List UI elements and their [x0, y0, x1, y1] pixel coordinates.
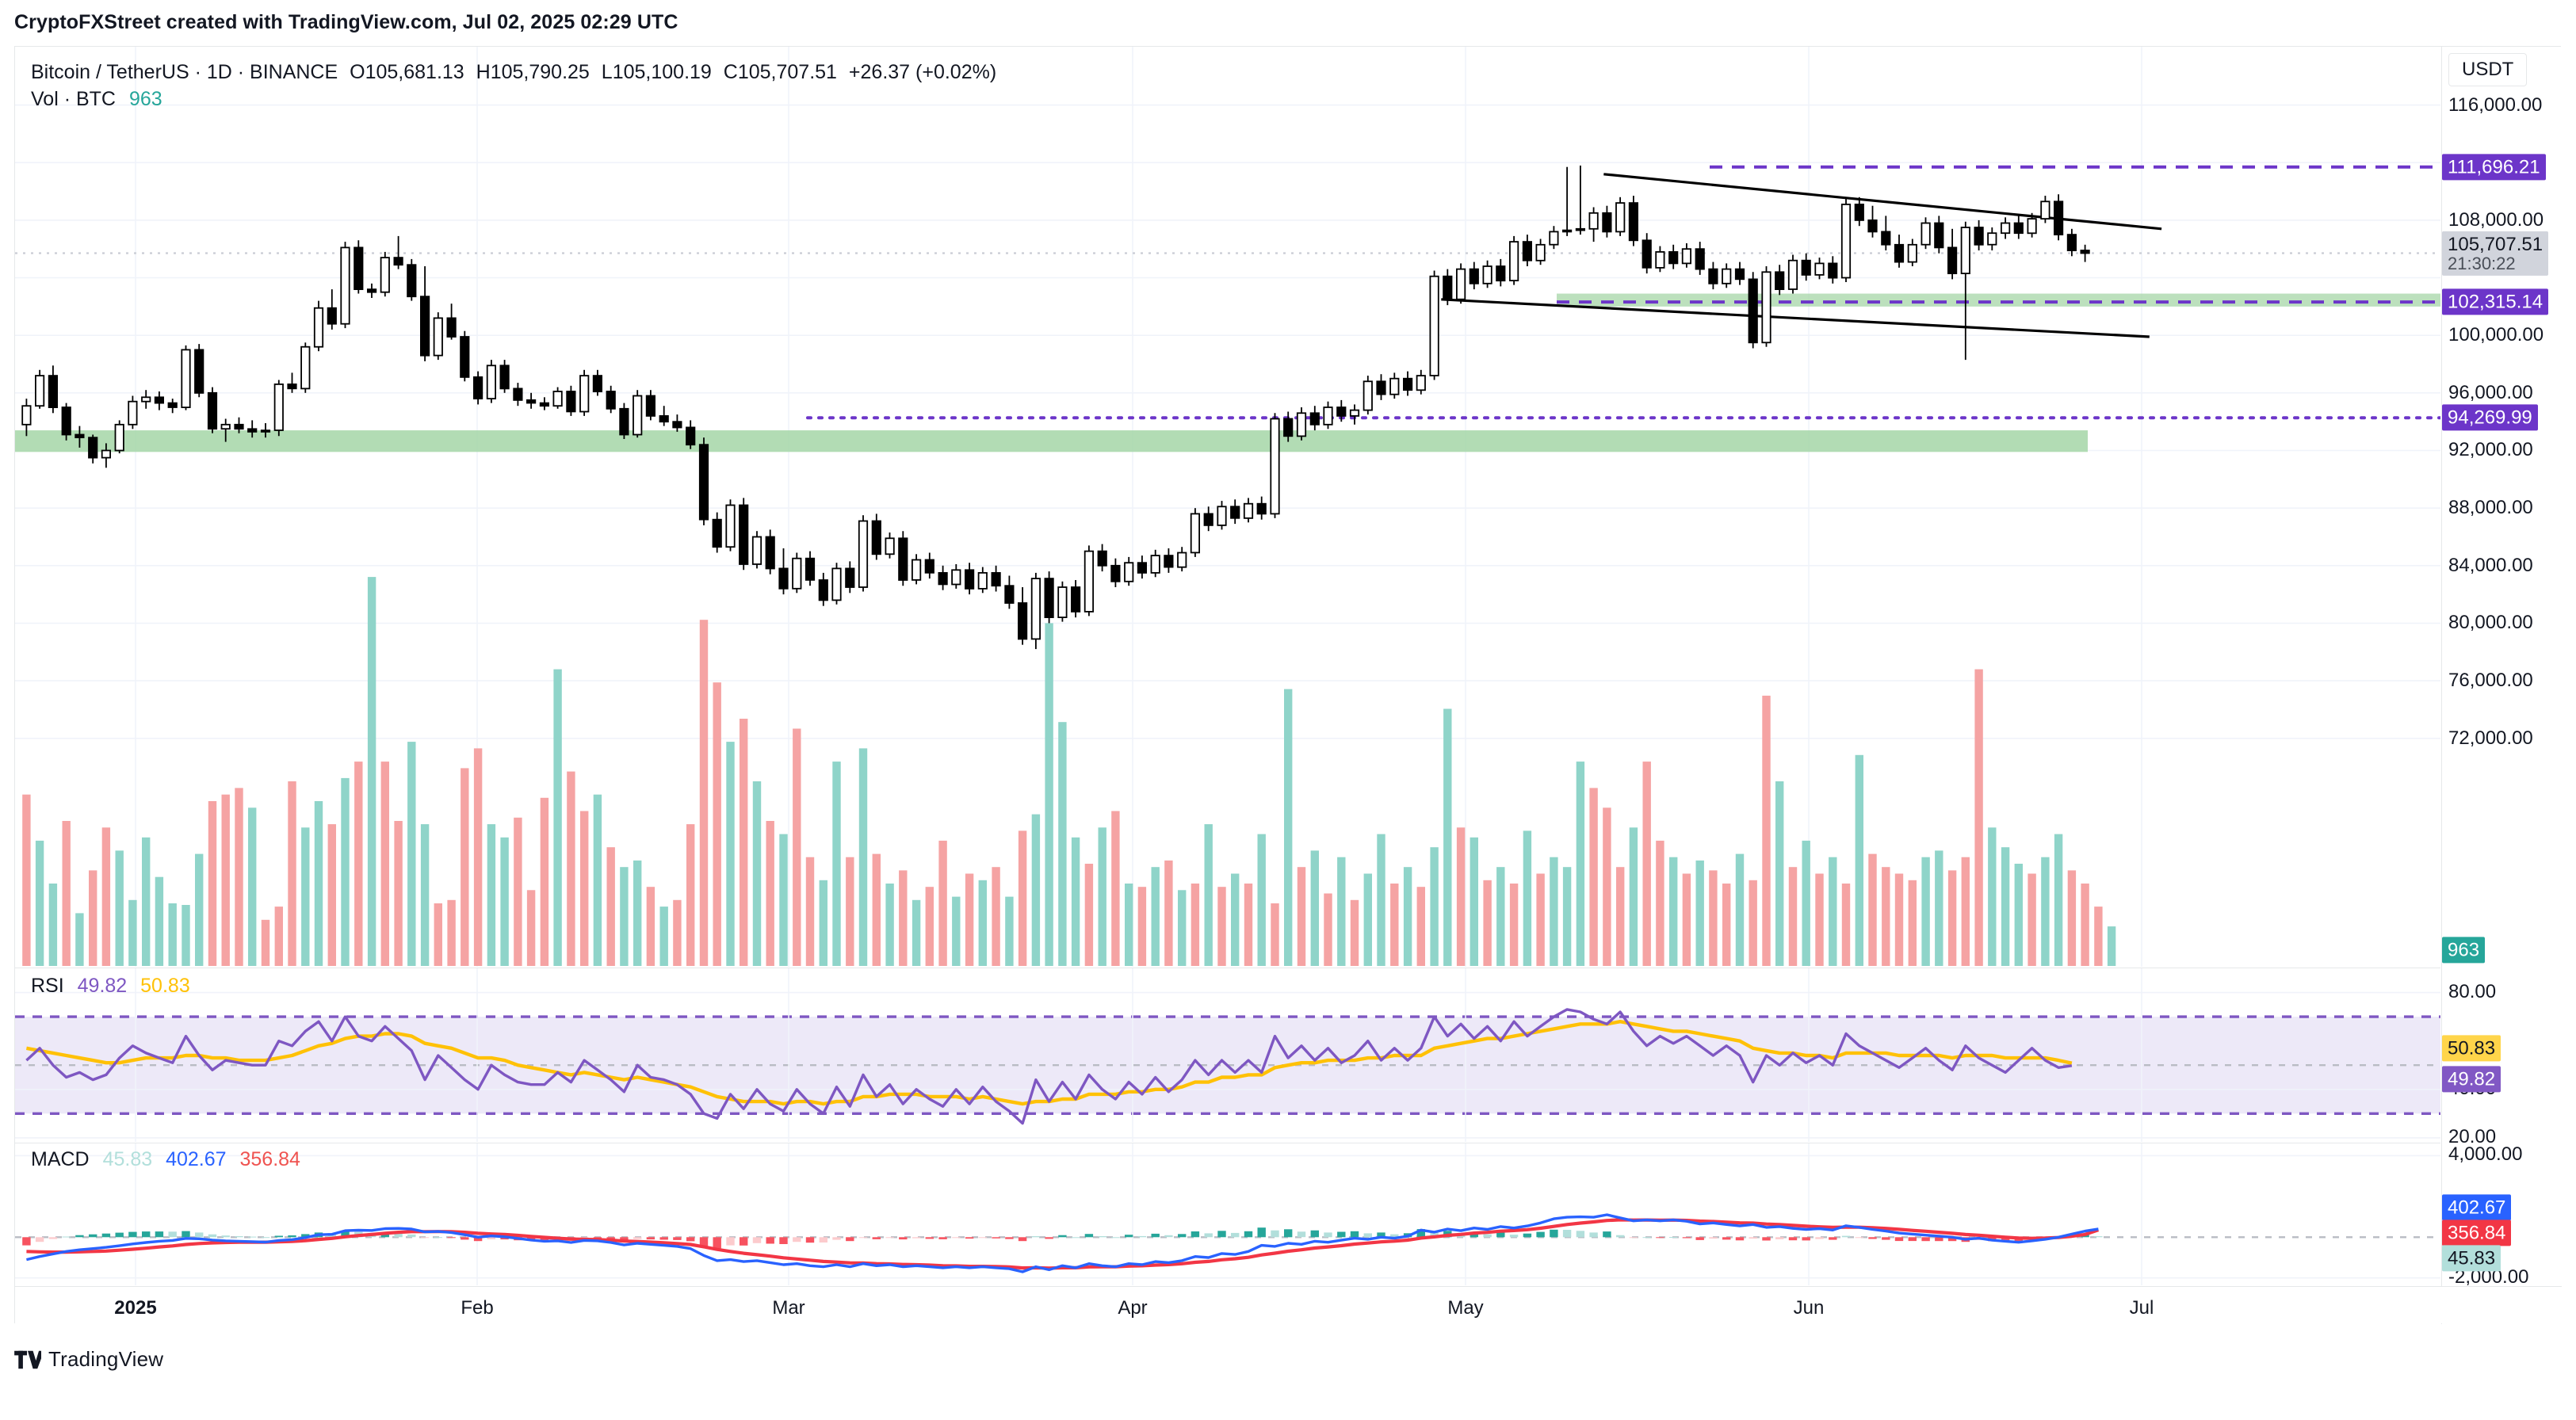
tradingview-logo-icon — [14, 1350, 41, 1368]
macd-value-badge[interactable]: 356.84 — [2442, 1220, 2512, 1246]
price-pane[interactable]: Bitcoin / TetherUS · 1D · BINANCE O105,6… — [15, 47, 2440, 967]
volume-badge[interactable]: 963 — [2442, 937, 2486, 964]
price-level-badge[interactable]: 94,269.99 — [2442, 404, 2538, 431]
macd-value-badge[interactable]: 402.67 — [2442, 1194, 2512, 1221]
macd-value-badge[interactable]: 45.83 — [2442, 1245, 2501, 1272]
price-axis-tick: 72,000.00 — [2448, 727, 2533, 749]
macd-plot[interactable] — [15, 1143, 2440, 1285]
time-axis-tick: 2025 — [114, 1297, 157, 1319]
rsi-pane[interactable]: RSI 49.82 50.83 — [15, 968, 2440, 1142]
price-axis-tick: 88,000.00 — [2448, 497, 2533, 519]
last-price-badge[interactable]: 105,707.51 21:30:22 — [2442, 231, 2549, 276]
price-axis-tick: 80,000.00 — [2448, 612, 2533, 634]
price-level-value: 105,707.51 — [2448, 233, 2544, 255]
attribution-text: CryptoFXStreet created with TradingView.… — [14, 11, 678, 33]
price-axis-tick: 84,000.00 — [2448, 554, 2533, 576]
time-axis-tick: Jul — [2129, 1297, 2154, 1319]
price-axis-tick: 108,000.00 — [2448, 208, 2544, 231]
price-axis[interactable]: USDT 116,000.00 108,000.00 100,000.00 96,00… — [2441, 47, 2562, 1324]
rsi-value-badge[interactable]: 49.82 — [2442, 1066, 2501, 1093]
rsi-axis-tick: 20.00 — [2448, 1125, 2497, 1147]
price-level-value: 94,269.99 — [2448, 407, 2532, 429]
rsi-axis-tick: 80.00 — [2448, 980, 2497, 1002]
currency-label: USDT — [2448, 53, 2528, 86]
price-axis-tick: 100,000.00 — [2448, 324, 2544, 346]
price-axis-tick: 76,000.00 — [2448, 670, 2533, 692]
macd-axis-tick: 4,000.00 — [2448, 1143, 2523, 1166]
chart-frame: Bitcoin / TetherUS · 1D · BINANCE O105,6… — [14, 46, 2562, 1324]
price-axis-tick: 96,000.00 — [2448, 381, 2533, 403]
time-axis-tick: Mar — [772, 1297, 805, 1319]
rsi-plot[interactable] — [15, 968, 2440, 1142]
price-level-badge[interactable]: 111,696.21 — [2442, 154, 2546, 181]
price-axis-tick: 116,000.00 — [2448, 94, 2543, 116]
tradingview-wordmark: TradingView — [48, 1347, 164, 1371]
time-axis-tick: Jun — [1793, 1297, 1825, 1319]
price-axis-tick: 92,000.00 — [2448, 439, 2533, 461]
price-candlestick-plot[interactable] — [15, 47, 2440, 967]
macd-pane[interactable]: MACD 45.83 402.67 356.84 — [15, 1143, 2440, 1285]
time-axis[interactable]: 2025 Feb Mar Apr May Jun Jul — [15, 1286, 2562, 1323]
time-axis-tick: Apr — [1118, 1297, 1148, 1319]
countdown-timer: 21:30:22 — [2448, 253, 2516, 273]
tradingview-footer: TradingView — [14, 1347, 163, 1372]
time-axis-tick: May — [1447, 1297, 1484, 1319]
rsi-value-badge[interactable]: 50.83 — [2442, 1035, 2501, 1062]
price-level-badge[interactable]: 102,315.14 — [2442, 288, 2549, 315]
price-level-value: 102,315.14 — [2448, 291, 2544, 313]
price-level-value: 111,696.21 — [2448, 156, 2540, 178]
time-axis-tick: Feb — [461, 1297, 494, 1319]
